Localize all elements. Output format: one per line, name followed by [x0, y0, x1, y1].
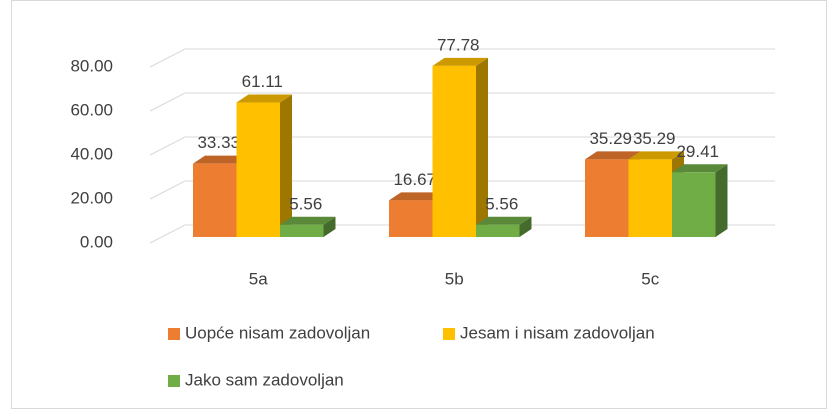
- legend-label: Uopće nisam zadovoljan: [185, 323, 370, 342]
- data-label: 5.56: [289, 194, 322, 213]
- bar-top: [585, 151, 641, 160]
- x-tick-label: 5a: [249, 269, 268, 288]
- y-tick-label: 20.00: [70, 188, 113, 207]
- bar-top: [432, 57, 488, 66]
- bar: [432, 65, 476, 237]
- bar-side: [715, 164, 728, 237]
- bar-top: [236, 94, 292, 103]
- y-tick-label: 60.00: [70, 100, 113, 119]
- bar: [672, 172, 716, 237]
- data-label: 77.78: [437, 35, 480, 54]
- legend-label: Jako sam zadovoljan: [185, 370, 344, 389]
- bar: [280, 224, 324, 237]
- bar-side: [476, 57, 488, 237]
- bar: [628, 159, 672, 237]
- bar: [476, 224, 520, 237]
- data-label: 33.33: [197, 133, 240, 152]
- y-tick-label: 80.00: [70, 56, 113, 75]
- bar-top: [476, 216, 532, 225]
- bar-side: [519, 216, 532, 237]
- bar: [193, 163, 237, 237]
- x-tick-label: 5c: [641, 269, 659, 288]
- bar-top: [193, 155, 249, 164]
- bar: [389, 200, 433, 237]
- legend-swatch: [168, 375, 180, 387]
- grid-line: [149, 136, 775, 156]
- bar-top: [280, 216, 336, 225]
- data-label: 35.29: [589, 129, 632, 148]
- bar-top: [672, 164, 728, 173]
- data-label: 16.67: [393, 170, 436, 189]
- bar-side: [323, 216, 336, 237]
- bar-top: [628, 151, 684, 160]
- grid-line: [149, 92, 775, 112]
- y-tick-label: 0.00: [80, 232, 113, 251]
- data-label: 35.29: [633, 129, 676, 148]
- grid-line: [149, 224, 775, 244]
- legend-swatch: [443, 328, 455, 340]
- bar-top: [389, 192, 445, 201]
- grid-line: [149, 180, 775, 200]
- data-label: 29.41: [676, 142, 719, 161]
- legend-swatch: [168, 328, 180, 340]
- legend-label: Jesam i nisam zadovoljan: [460, 323, 655, 342]
- x-tick-label: 5b: [445, 269, 464, 288]
- bar: [236, 102, 280, 237]
- data-label: 61.11: [242, 72, 283, 91]
- data-label: 5.56: [485, 194, 518, 213]
- grid-line: [149, 48, 775, 68]
- y-tick-label: 40.00: [70, 144, 113, 163]
- bar-side: [280, 94, 292, 237]
- bar: [585, 159, 629, 237]
